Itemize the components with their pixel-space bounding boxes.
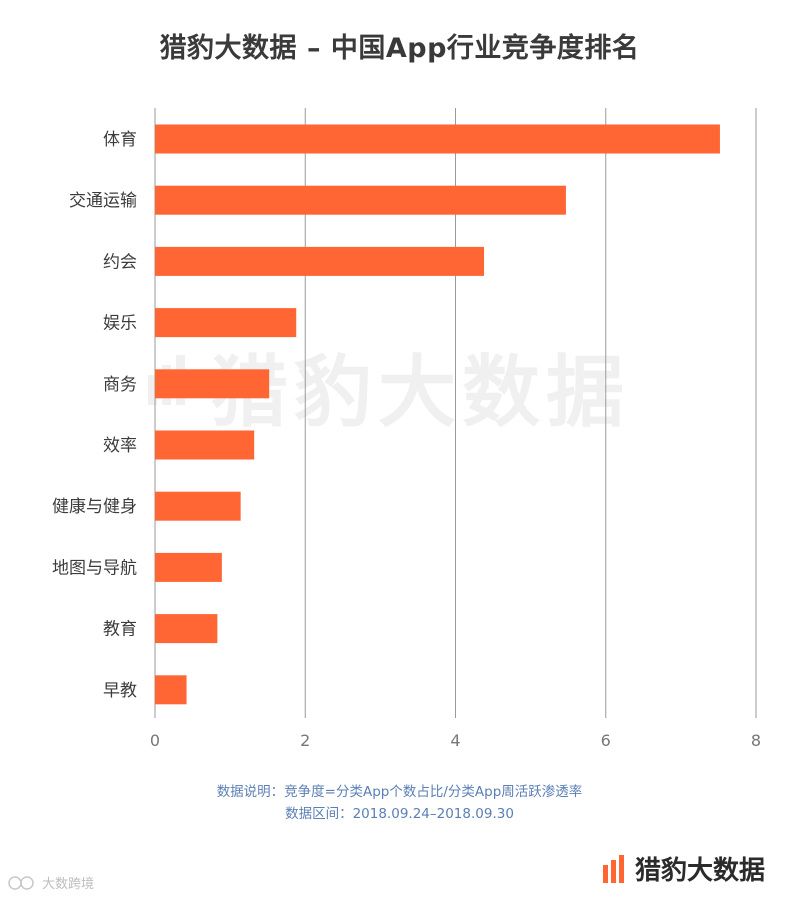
category-label: 地图与导航 xyxy=(52,558,137,578)
category-label: 商务 xyxy=(103,375,137,395)
category-label: 体育 xyxy=(103,130,137,150)
brand-name: 猎豹大数据 xyxy=(635,856,766,886)
x-tick-label: 8 xyxy=(751,731,761,750)
x-tick-label: 0 xyxy=(150,731,160,750)
bar xyxy=(155,552,222,582)
category-label: 早教 xyxy=(103,681,137,701)
x-tick-label: 2 xyxy=(300,731,310,750)
category-label: 约会 xyxy=(103,252,137,272)
bar xyxy=(155,308,297,338)
bar xyxy=(155,185,566,215)
bar xyxy=(155,675,187,705)
x-tick-label: 6 xyxy=(601,731,611,750)
category-label: 娱乐 xyxy=(103,314,137,334)
bar xyxy=(155,430,255,460)
category-label: 健康与健身 xyxy=(52,497,137,517)
chart-title: 猎豹大数据 – 中国App行业竞争度排名 xyxy=(159,33,640,64)
category-label: 教育 xyxy=(103,620,137,640)
bar xyxy=(155,369,270,399)
source-watermark-text: 大数跨境 xyxy=(42,877,95,892)
bar xyxy=(155,614,218,644)
source-logo-icon xyxy=(8,875,34,890)
source-watermark: 大数跨境 xyxy=(8,873,94,892)
category-label: 效率 xyxy=(103,436,137,456)
bar xyxy=(155,491,241,521)
bar xyxy=(155,246,485,276)
bar xyxy=(155,124,720,154)
data-note-period: 数据区间：2018.09.24–2018.09.30 xyxy=(285,806,514,822)
cheetah-bars-icon xyxy=(603,854,624,883)
watermark-text: 猎豹大数据 xyxy=(210,348,631,438)
brand-footer: 猎豹大数据 xyxy=(603,850,765,887)
data-note-formula: 数据说明：竞争度=分类App个数占比/分类App周活跃渗透率 xyxy=(216,784,583,800)
x-tick-label: 4 xyxy=(450,731,460,750)
category-label: 交通运输 xyxy=(69,191,137,211)
